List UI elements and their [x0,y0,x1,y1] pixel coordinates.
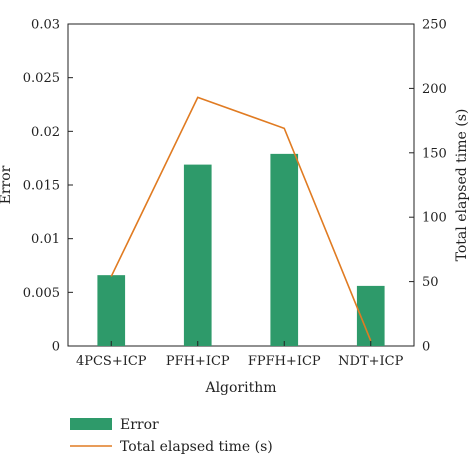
left-tick-label: 0.01 [31,232,60,247]
left-tick-label: 0.015 [23,179,60,194]
x-tick-label: PFH+ICP [166,354,230,369]
x-tick-label: NDT+ICP [338,354,403,369]
bar-error [183,164,212,346]
legend: Error Total elapsed time (s) [70,417,273,455]
legend-label-error: Error [120,417,159,433]
right-tick-label: 150 [422,146,447,161]
right-tick-label: 100 [422,211,447,226]
right-tick-label: 50 [422,275,439,290]
left-tick-label: 0.03 [31,18,60,33]
x-tick-label: FPFH+ICP [248,354,321,369]
left-tick-label: 0.005 [23,286,60,301]
right-tick-label: 250 [422,18,447,33]
left-tick-label: 0 [52,340,60,355]
bar-error [97,275,126,346]
bars-layer [97,153,385,346]
legend-swatch-error [70,418,112,430]
right-axis: 0 50 100 150 200 250 [409,18,447,355]
x-axis-title: Algorithm [204,380,276,396]
y-axis-title: Error [0,165,14,204]
right-tick-label: 200 [422,82,447,97]
y2-axis-title: Total elapsed time (s) [454,109,470,262]
line-elapsed-time [110,96,372,342]
bar-error [356,285,385,346]
right-tick-label: 0 [422,340,430,355]
left-tick-label: 0.025 [23,71,60,86]
x-tick-label: 4PCS+ICP [76,354,147,369]
legend-label-time: Total elapsed time (s) [120,439,273,455]
line-layer [110,96,372,342]
bar-error [270,153,299,346]
left-tick-label: 0.02 [31,125,60,140]
left-axis: 0 0.005 0.01 0.015 0.02 0.025 0.03 [23,18,73,355]
x-axis: 4PCS+ICP PFH+ICP FPFH+ICP NDT+ICP [76,341,404,369]
